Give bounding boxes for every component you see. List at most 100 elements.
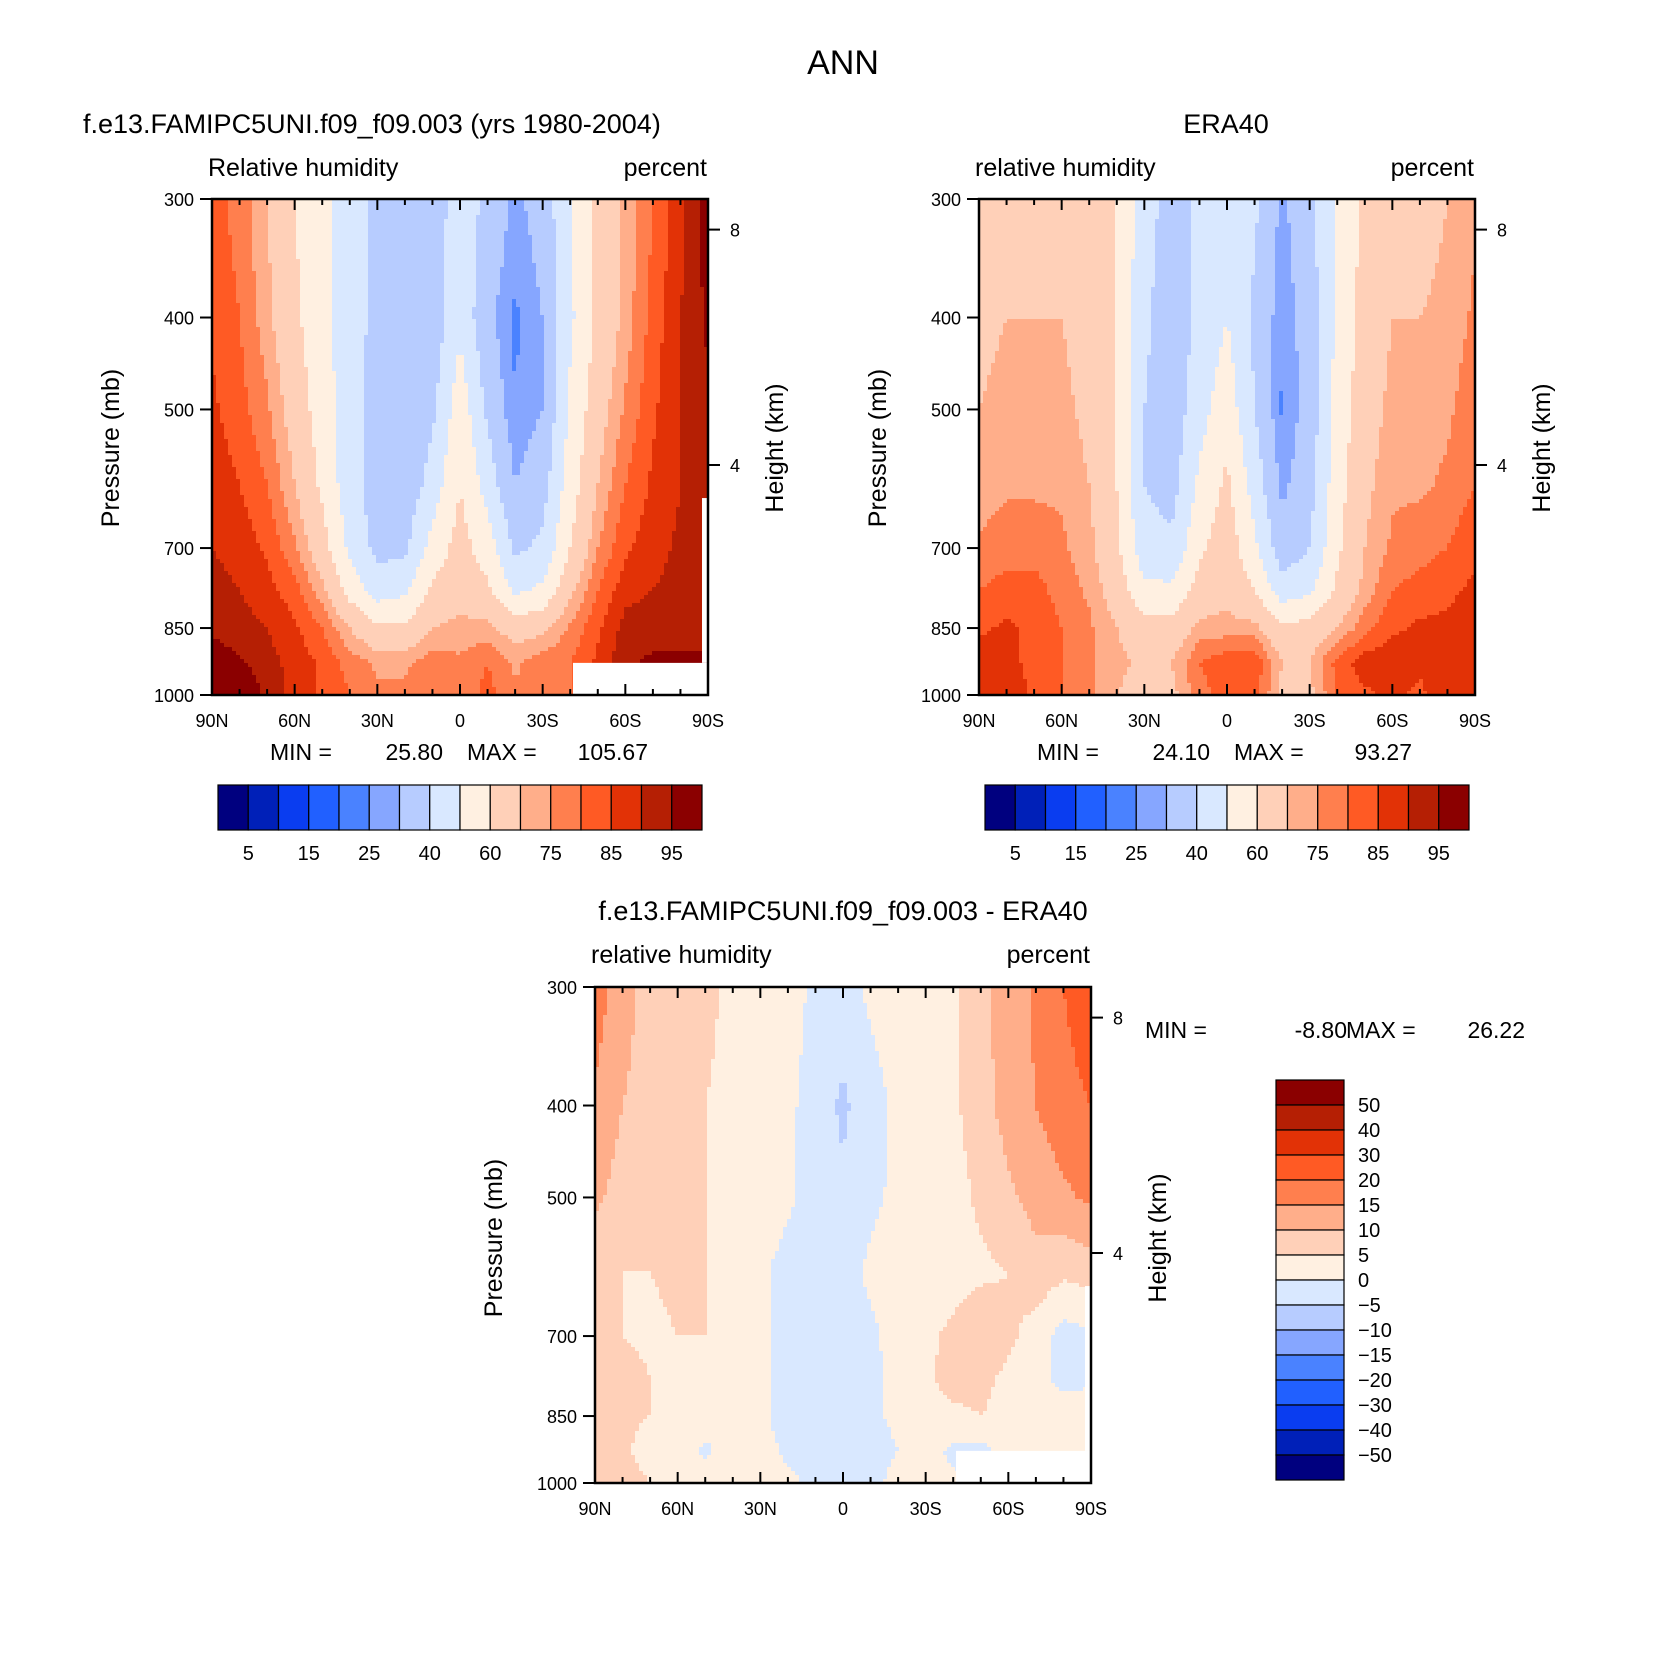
contour-cell <box>680 491 709 496</box>
contour-cell <box>216 387 249 392</box>
contour-cell <box>588 371 613 376</box>
contour-cell <box>368 279 445 284</box>
contour-cell <box>504 263 537 268</box>
contour-cell <box>1279 495 1288 500</box>
contour-cell <box>1115 255 1136 260</box>
contour-cell <box>648 299 665 304</box>
contour-cell <box>803 1035 876 1040</box>
contour-cell <box>1299 403 1320 408</box>
contour-cell <box>1119 547 1136 552</box>
contour-cell <box>596 495 609 500</box>
contour-cell <box>1407 691 1428 696</box>
contour-cell <box>580 467 601 472</box>
contour-cell <box>632 447 653 452</box>
contour-cell <box>803 1015 868 1020</box>
contour-cell <box>428 455 445 460</box>
contour-cell <box>432 439 449 444</box>
contour-cell <box>432 427 449 432</box>
contour-cell <box>444 335 477 340</box>
contour-cell <box>364 399 437 404</box>
contour-cell <box>959 1043 992 1048</box>
contour-cell <box>504 235 533 240</box>
contour-cell <box>352 563 421 568</box>
contour-cell <box>272 427 289 432</box>
contour-cell <box>300 511 325 516</box>
contour-cell <box>664 331 681 336</box>
contour-cell <box>963 1115 996 1120</box>
contour-cell <box>240 479 269 484</box>
contour-cell <box>1175 575 1196 580</box>
contour-cell <box>240 483 269 488</box>
contour-cell <box>1063 1171 1092 1176</box>
contour-cell <box>1203 443 1244 448</box>
contour-cell <box>212 271 237 276</box>
contour-cell <box>548 647 577 652</box>
contour-cell <box>436 403 453 408</box>
contour-cell <box>640 515 677 520</box>
contour-cell <box>1335 259 1360 264</box>
contour-cell <box>1239 407 1256 412</box>
contour-cell <box>368 315 445 320</box>
contour-cell <box>1367 539 1388 544</box>
contour-cell <box>680 335 705 340</box>
contour-cell <box>999 343 1068 348</box>
contour-cell <box>1191 343 1224 348</box>
contour-cell <box>1379 455 1444 460</box>
contour-cell <box>1143 411 1188 416</box>
contour-cell <box>544 503 561 508</box>
contour-cell <box>632 299 649 304</box>
contour-cell <box>1191 327 1224 332</box>
contour-cell <box>1319 375 1332 380</box>
contour-cell <box>552 423 569 428</box>
contour-cell <box>332 307 369 312</box>
contour-cell <box>476 243 505 248</box>
contour-cell <box>536 279 557 284</box>
contour-cell <box>1259 627 1336 632</box>
contour-cell <box>635 1019 716 1024</box>
contour-cell <box>456 519 465 524</box>
contour-cell <box>256 311 273 316</box>
contour-cell <box>300 323 333 328</box>
contour-cell <box>452 535 469 540</box>
contour-cell <box>1251 275 1276 280</box>
contour-cell <box>624 607 709 612</box>
contour-cell <box>556 543 573 548</box>
contour-cell <box>472 315 497 320</box>
contour-cell <box>468 647 497 652</box>
contour-cell <box>1259 443 1276 448</box>
contour-cell <box>616 359 629 364</box>
contour-cell <box>232 579 273 584</box>
contour-cell <box>336 407 365 412</box>
contour-cell <box>680 375 709 380</box>
contour-cell <box>979 227 1116 232</box>
contour-cell <box>616 583 657 588</box>
contour-cell <box>1115 203 1136 208</box>
contour-cell <box>1063 659 1096 664</box>
contour-cell <box>556 375 569 380</box>
contour-cell <box>212 423 225 428</box>
contour-cell <box>564 567 585 572</box>
contour-cell <box>991 1019 1032 1024</box>
contour-cell <box>1223 327 1228 332</box>
contour-cell <box>540 299 557 304</box>
contour-cell <box>284 671 317 676</box>
contour-cell <box>595 1163 612 1168</box>
contour-cell <box>1235 363 1252 368</box>
contour-cell <box>1131 359 1148 364</box>
contour-cell <box>420 563 445 568</box>
contour-cell <box>1271 347 1296 352</box>
contour-cell <box>660 343 681 348</box>
contour-cell <box>867 1015 960 1020</box>
contour-cell <box>1319 319 1336 324</box>
contour-cell <box>1095 655 1128 660</box>
contour-cell <box>532 239 557 244</box>
contour-cell <box>300 627 325 632</box>
contour-cell <box>444 231 477 236</box>
contour-cell <box>568 415 585 420</box>
contour-cell <box>628 555 669 560</box>
contour-cell <box>212 687 261 692</box>
contour-cell <box>520 671 573 676</box>
contour-cell <box>340 507 365 512</box>
contour-cell <box>704 307 709 312</box>
contour-cell <box>268 215 297 220</box>
